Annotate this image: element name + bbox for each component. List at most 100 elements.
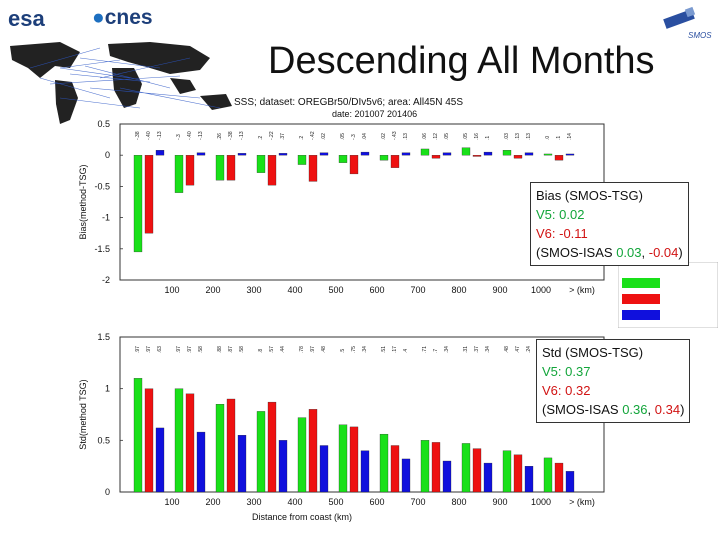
bias-bar [278, 153, 288, 156]
bias-bar [237, 153, 247, 156]
bias-bar [401, 152, 411, 156]
bias-bar-label: -.38 [135, 131, 141, 140]
bias-xtick-label: 300 [246, 285, 261, 295]
bias-bar-label: .1 [485, 136, 491, 140]
bias-bar [420, 148, 430, 156]
std-bar-label: .34 [362, 346, 368, 353]
std-bar [215, 404, 225, 493]
std-bar [442, 460, 452, 493]
bias-bar [390, 155, 400, 168]
std-bar [155, 427, 165, 493]
std-bar-label: .63 [157, 346, 163, 353]
bias-bar [472, 155, 482, 157]
svg-text:SMOS: SMOS [688, 31, 712, 40]
bias-ylabel: Bias(method-TSG) [78, 164, 88, 239]
bias-bar [308, 155, 318, 182]
std-bar-label: .48 [504, 346, 510, 353]
bias-bar [185, 155, 195, 186]
bias-bar-label: .13 [403, 133, 409, 140]
bias-ytick-label: 0 [105, 150, 110, 160]
bias-bar-label: -.13 [198, 131, 204, 140]
std-bar-label: .47 [515, 346, 521, 353]
bias-bar [502, 150, 512, 156]
bias-xtick-label: 500 [328, 285, 343, 295]
std-bar [379, 433, 389, 493]
std-bar-label: .58 [198, 346, 204, 353]
std-bar-label: .97 [187, 346, 193, 353]
bias-bar-label: -.40 [146, 131, 152, 140]
std-bar [502, 450, 512, 493]
bias-ytick-label: -1 [102, 213, 110, 223]
bias-bar [461, 147, 471, 156]
std-bar [174, 388, 184, 493]
std-ylabel: Std(method TSG) [78, 379, 88, 449]
std-bar [472, 448, 482, 493]
bias-bar [349, 155, 359, 175]
std-xtick-label: 700 [410, 497, 425, 507]
std-bar [267, 401, 277, 493]
std-xtick-label: 900 [492, 497, 507, 507]
bias-xtick-label: 400 [287, 285, 302, 295]
std-bar [338, 424, 348, 493]
bias-bar [524, 152, 534, 156]
bias-bar [144, 155, 154, 234]
std-xtick-label: 400 [287, 497, 302, 507]
std-ytick-label: 1 [105, 384, 110, 394]
bias-bar [442, 152, 452, 156]
bias-bar-label: -.43 [392, 131, 398, 140]
std-bar [308, 409, 318, 493]
std-bar [256, 411, 266, 493]
std-bar-label: .78 [299, 346, 305, 353]
std-bar-label: .34 [444, 346, 450, 353]
std-callout-isas: (SMOS-ISAS 0.36, 0.34) [542, 402, 685, 417]
std-bar-label: .34 [485, 346, 491, 353]
bias-bar-label: .37 [280, 133, 286, 140]
std-bar-label: .7 [433, 349, 439, 353]
bias-callout-v6: V6: -0.11 [536, 226, 588, 241]
bias-bar-label: -.42 [310, 131, 316, 140]
bias-bar-label: .1 [556, 136, 562, 140]
std-bar [565, 471, 575, 493]
bias-bar-label: .13 [515, 133, 521, 140]
bias-bar [319, 152, 329, 156]
std-ytick-label: 0 [105, 487, 110, 497]
bias-bar-label: -.3 [351, 134, 357, 140]
std-bar-label: .97 [176, 346, 182, 353]
bias-xtick-label: > (km) [569, 285, 595, 295]
std-xlabel: Distance from coast (km) [252, 512, 352, 522]
bias-ytick-label: -1.5 [94, 244, 110, 254]
std-bar-label: .58 [239, 346, 245, 353]
std-xtick-label: 500 [328, 497, 343, 507]
std-xtick-label: 300 [246, 497, 261, 507]
std-bar [297, 417, 307, 493]
bias-xtick-label: 100 [164, 285, 179, 295]
cnes-logo: ●cnes [92, 6, 153, 29]
std-bar [278, 440, 288, 493]
bias-bar [565, 153, 575, 156]
std-bar [524, 466, 534, 493]
std-ytick-label: 1.5 [97, 332, 110, 342]
std-callout-title: Std (SMOS-TSG) [542, 345, 644, 360]
std-bar-label: .8 [258, 349, 264, 353]
std-bar [319, 445, 329, 493]
std-bar [144, 388, 154, 493]
std-bar [196, 431, 206, 493]
world-map-image [0, 38, 250, 130]
smos-satellite-logo: SMOS [663, 6, 712, 40]
bias-bar-label: .06 [422, 133, 428, 140]
bias-xtick-label: 1000 [531, 285, 551, 295]
bias-bar [513, 155, 523, 159]
bias-bar-label: .12 [433, 133, 439, 140]
bias-xtick-label: 700 [410, 285, 425, 295]
std-xtick-label: 800 [451, 497, 466, 507]
std-callout: Std (SMOS-TSG) V5: 0.37 V6: 0.32 (SMOS-I… [536, 339, 691, 423]
std-bar-label: .5 [340, 349, 346, 353]
bias-xtick-label: 800 [451, 285, 466, 295]
std-bar-label: .75 [351, 346, 357, 353]
std-bar [554, 462, 564, 493]
bias-bar-label: -.40 [187, 131, 193, 140]
bias-ytick-label: 0.5 [97, 119, 110, 129]
std-bar-label: .4 [403, 349, 409, 353]
std-bar [360, 450, 370, 493]
